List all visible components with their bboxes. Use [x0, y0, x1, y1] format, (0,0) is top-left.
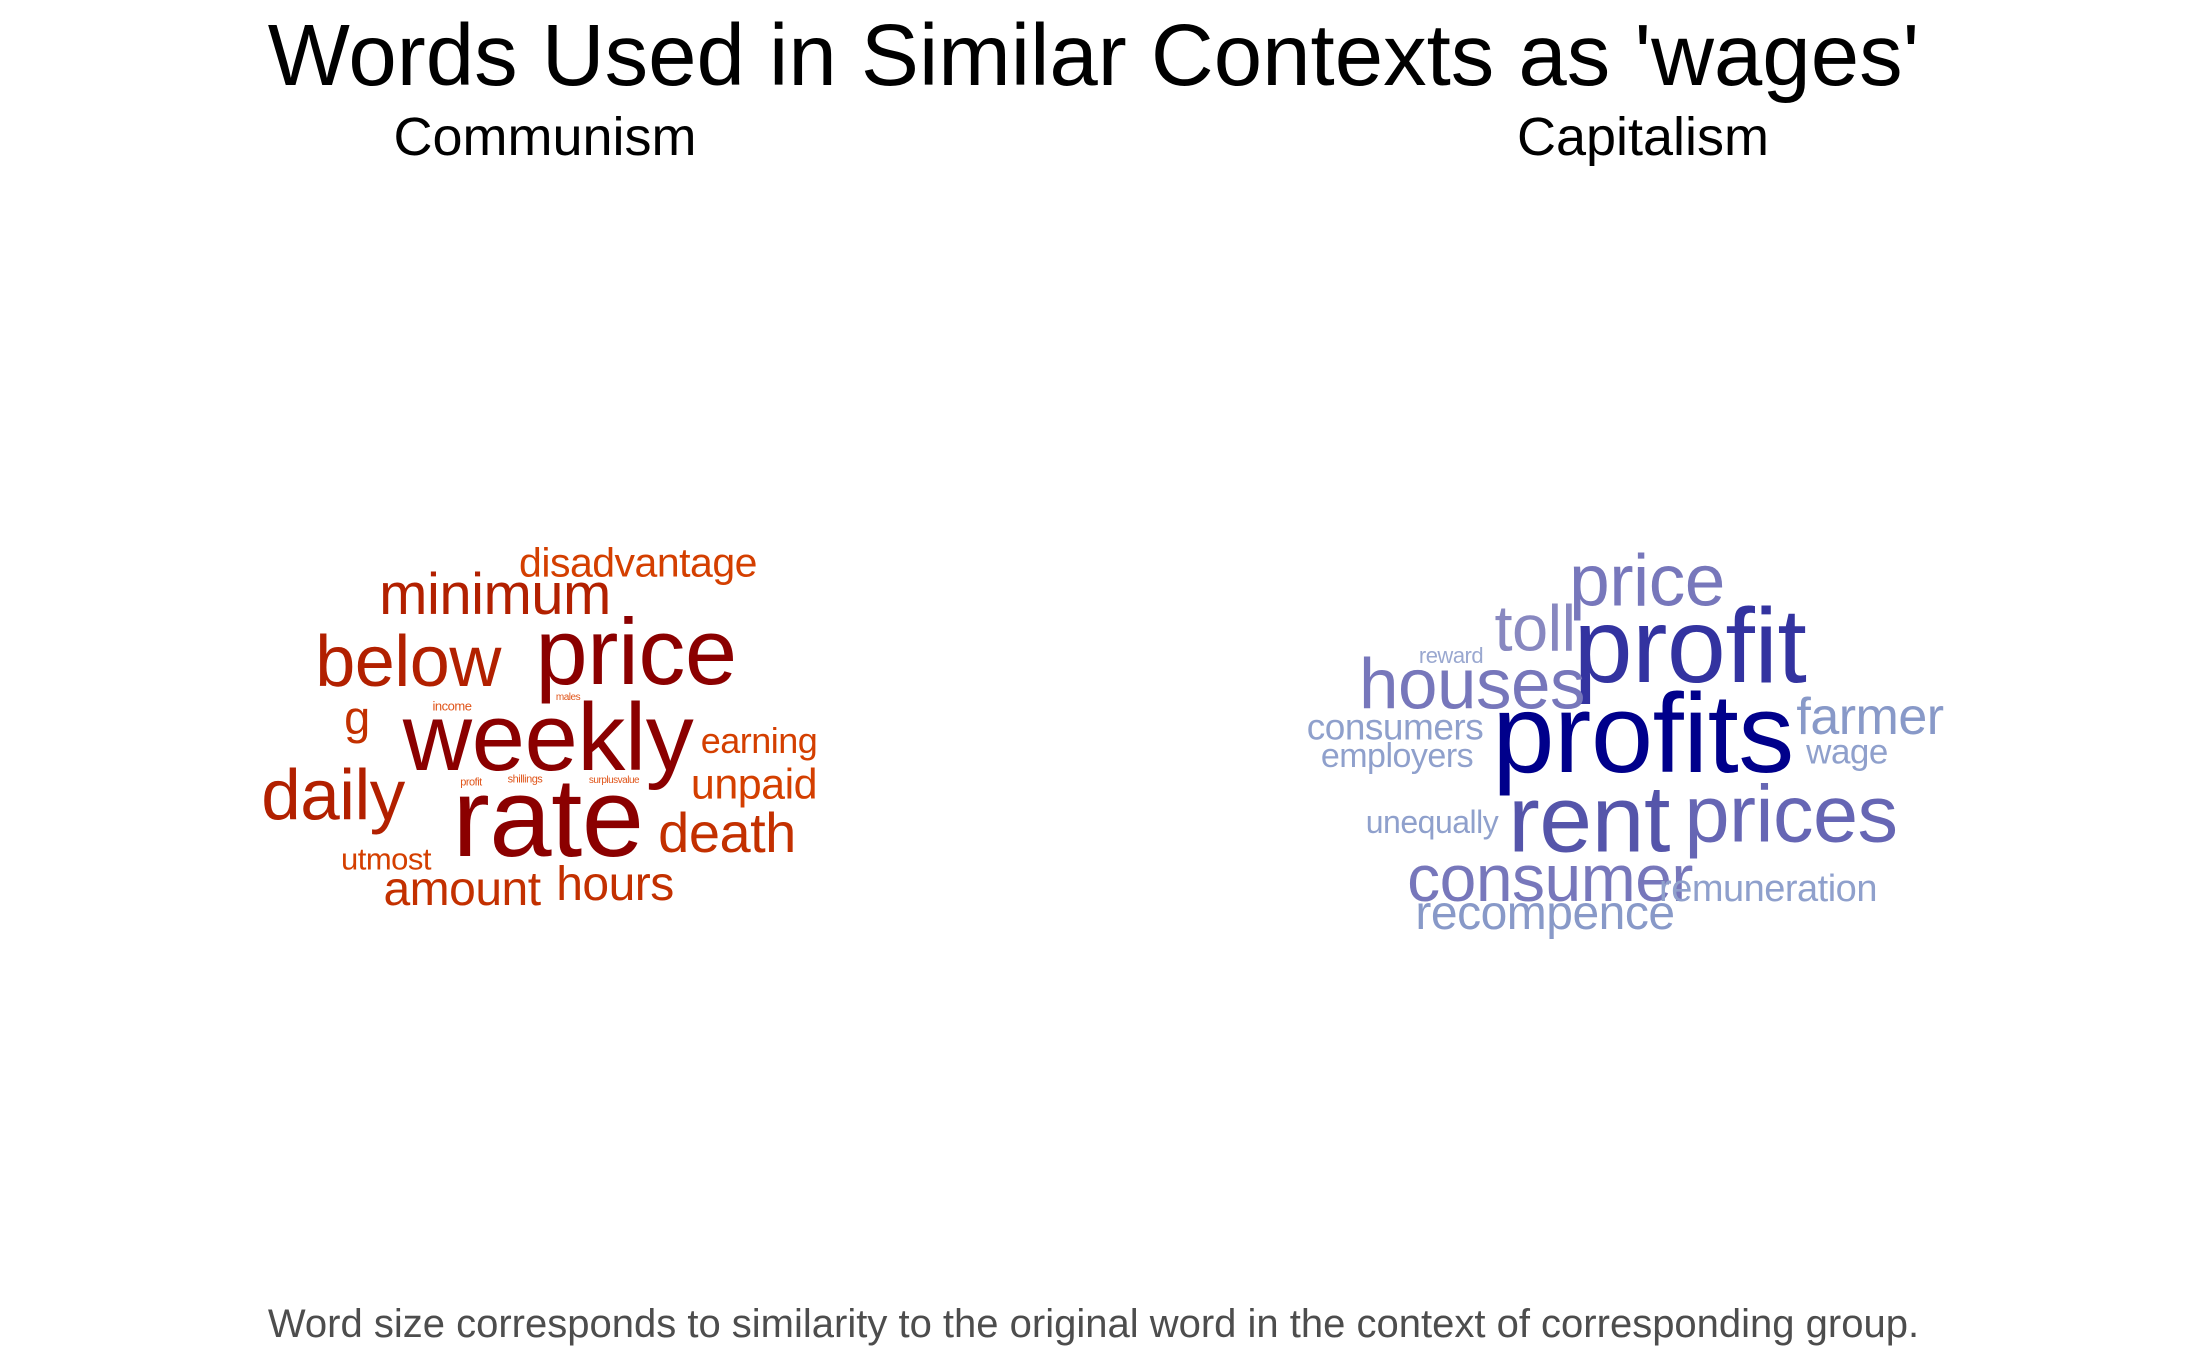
cloud-word-toll: toll: [1494, 591, 1576, 665]
panel-title-capitalism: Capitalism: [1516, 107, 1770, 167]
cloud-word-employers: employers: [1320, 737, 1474, 775]
cloud-word-prices: prices: [1684, 769, 1898, 860]
cloud-word-recompence: recompence: [1415, 887, 1675, 940]
cloud-word-utmost: utmost: [340, 841, 432, 877]
cloud-word-daily: daily: [261, 756, 405, 836]
cloud-word-g: g: [344, 690, 370, 744]
cloud-word-hours: hours: [556, 858, 674, 911]
cloud-word-unpaid: unpaid: [690, 760, 818, 809]
cloud-word-rent: rent: [1508, 766, 1670, 873]
cloud-word-minimum: minimum: [379, 562, 611, 627]
cloud-word-males: males: [555, 692, 581, 703]
cloud-word-income: income: [432, 698, 472, 714]
cloud-word-profit: profit: [1573, 587, 1807, 705]
cloud-word-unequally: unequally: [1365, 804, 1499, 840]
panel-title-communism: Communism: [393, 107, 697, 167]
cloud-word-shillings: shillings: [507, 773, 543, 786]
cloud-word-death: death: [658, 801, 796, 864]
cloud-word-rate: rate: [452, 755, 645, 880]
cloud-word-consumer: consumer: [1407, 841, 1693, 915]
cloud-word-reward: reward: [1418, 643, 1484, 668]
cloud-word-houses: houses: [1359, 645, 1585, 725]
cloud-word-wage: wage: [1806, 732, 1888, 772]
cloud-word-surplusvalue: surplusvalue: [588, 775, 640, 786]
cloud-word-price: price: [1569, 540, 1725, 622]
cloud-word-amount: amount: [383, 863, 541, 916]
cloud-word-disadvantage: disadvantage: [519, 539, 757, 586]
cloud-word-earning: earning: [700, 720, 818, 761]
cloud-word-profits: profits: [1492, 671, 1794, 796]
cloud-word-below: below: [315, 622, 501, 702]
cloud-word-farmer: farmer: [1796, 688, 1944, 746]
cloud-word-consumers: consumers: [1306, 706, 1484, 748]
cloud-word-weekly: weekly: [402, 684, 694, 791]
chart-caption: Word size corresponds to similarity to t…: [267, 1302, 1920, 1346]
cloud-word-remuneration: remuneration: [1659, 868, 1877, 910]
chart-title: Words Used in Similar Contexts as 'wages…: [267, 7, 1920, 104]
cloud-word-price: price: [535, 599, 737, 704]
cloud-word-profit: profit: [460, 776, 482, 789]
